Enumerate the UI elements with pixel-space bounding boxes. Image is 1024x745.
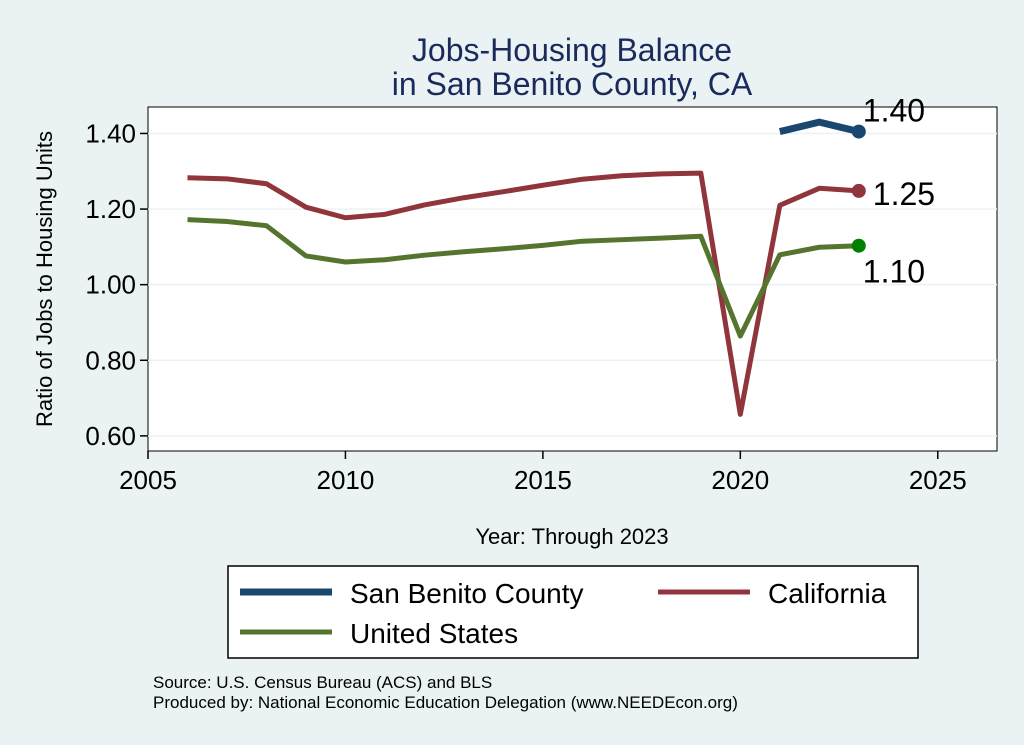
legend-label-united-states: United States (350, 618, 518, 649)
x-tick-label: 2010 (317, 465, 375, 495)
series-lines (187, 118, 866, 417)
end-labels: 1.40 1.25 1.10 (863, 93, 935, 290)
title-line-2: in San Benito County, CA (392, 66, 753, 102)
legend-box (227, 565, 919, 659)
legend-label-california: California (768, 578, 887, 609)
y-tick-label: 1.20 (85, 194, 136, 224)
series-line-1 (187, 170, 859, 417)
series-end-marker-2 (851, 238, 866, 253)
series-line-0 (778, 118, 860, 135)
x-tick-label: 2005 (119, 465, 177, 495)
legend-label-san-benito: San Benito County (350, 578, 584, 609)
axes: 0.60 0.80 1.00 1.20 1.40 2005 2010 2015 2020 2025 (85, 118, 966, 495)
x-tick-label: 2020 (711, 465, 769, 495)
series-end-label-0: 1.40 (863, 93, 925, 129)
series-end-marker-1 (851, 183, 866, 198)
plot-area (147, 106, 998, 452)
x-tick-label: 2015 (514, 465, 572, 495)
y-tick-label: 1.40 (85, 118, 136, 148)
source-note: Source: U.S. Census Bureau (ACS) and BLS (153, 673, 492, 692)
x-axis-label: Year: Through 2023 (475, 524, 668, 549)
series-end-label-1: 1.25 (873, 176, 935, 212)
producer-note: Produced by: National Economic Education… (153, 693, 738, 712)
y-tick-label: 0.60 (85, 421, 136, 451)
y-tick-label: 0.80 (85, 345, 136, 375)
y-tick-label: 1.00 (85, 270, 136, 300)
chart-title: Jobs-Housing Balance in San Benito Count… (392, 32, 753, 102)
y-axis-label: Ratio of Jobs to Housing Units (32, 131, 57, 427)
series-line-2 (187, 217, 859, 339)
title-line-1: Jobs-Housing Balance (412, 32, 732, 68)
legend: San Benito County California United Stat… (227, 565, 919, 659)
series-end-marker-0 (851, 124, 866, 139)
x-tick-label: 2025 (909, 465, 967, 495)
series-end-label-2: 1.10 (863, 254, 925, 290)
